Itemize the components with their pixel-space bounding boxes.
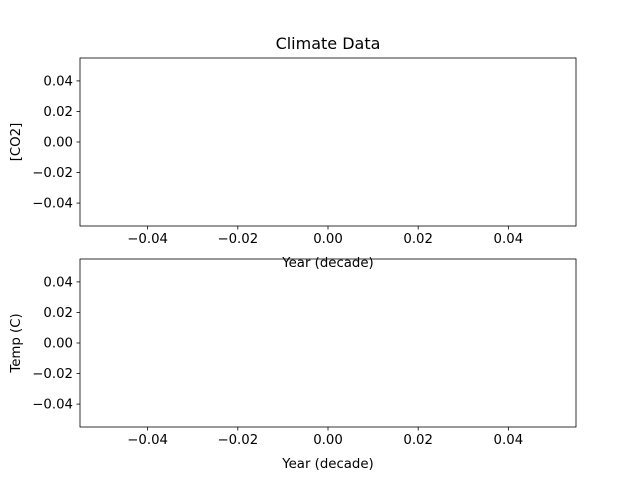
y-tick-label: 0.00 (43, 136, 73, 151)
x-tick-label: −0.04 (127, 433, 168, 448)
x-tick-label: 0.00 (313, 433, 343, 448)
x-tick-label: 0.02 (403, 433, 433, 448)
x-tick-label: −0.02 (217, 433, 258, 448)
y-tick-label: 0.02 (43, 105, 73, 120)
y-tick-label: 0.00 (43, 337, 73, 352)
x-tick-label: −0.02 (217, 232, 258, 247)
y-axis-label: Temp (C) (9, 313, 24, 373)
temperature-subplot: −0.04 −0.02 0.00 0.02 0.04 0.04 0.02 0.00 −0.02 −… (9, 258, 577, 472)
axes-frame (79, 258, 577, 428)
x-tick-label: 0.02 (403, 232, 433, 247)
x-tick-label: 0.04 (494, 232, 524, 247)
y-tick-label: −0.02 (32, 166, 73, 181)
y-tick-label: 0.04 (43, 75, 73, 90)
x-tick-label: 0.00 (313, 232, 343, 247)
y-tick-label: −0.04 (32, 398, 73, 413)
axes-frame (79, 57, 577, 227)
y-axis-label: [CO2] (9, 123, 24, 162)
co2-subplot: −0.04 −0.02 0.00 0.02 0.04 0.04 0.02 0.00 −0.02 −… (9, 34, 577, 271)
chart-title: Climate Data (276, 34, 381, 53)
y-tick-label: 0.04 (43, 276, 73, 291)
x-tick-label: 0.04 (494, 433, 524, 448)
x-axis-label: Year (decade) (281, 256, 373, 271)
y-tick-label: 0.02 (43, 306, 73, 321)
y-tick-label: −0.02 (32, 367, 73, 382)
y-tick-label: −0.04 (32, 197, 73, 212)
x-axis-label: Year (decade) (281, 457, 373, 472)
x-tick-label: −0.04 (127, 232, 168, 247)
